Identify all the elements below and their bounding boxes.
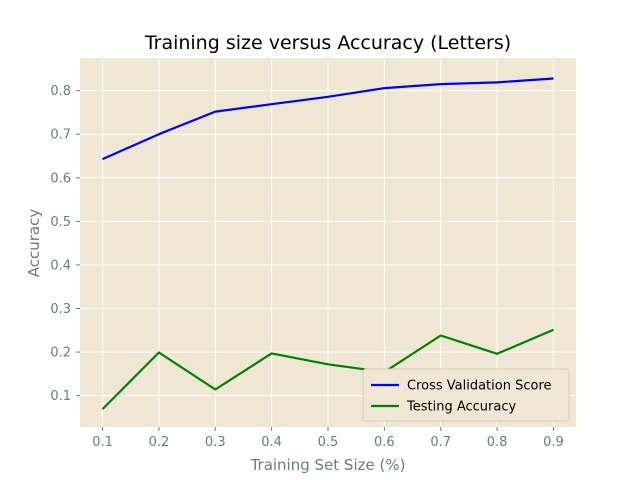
y-tick-label: 0.5 xyxy=(50,215,71,230)
x-tick-label: 0.8 xyxy=(487,435,508,450)
y-tick-label: 0.4 xyxy=(50,258,71,273)
x-tick-label: 0.1 xyxy=(92,435,113,450)
x-tick-label: 0.6 xyxy=(374,435,395,450)
x-axis-label: Training Set Size (%) xyxy=(250,456,406,474)
chart-title: Training size versus Accuracy (Letters) xyxy=(144,32,511,54)
y-tick-label: 0.1 xyxy=(50,389,71,404)
legend: Cross Validation Score Testing Accuracy xyxy=(362,368,570,422)
y-tick-label: 0.2 xyxy=(50,346,71,361)
x-axis-ticks: 0.1 0.2 0.3 0.4 0.5 0.6 0.7 0.8 0.9 xyxy=(92,427,564,450)
series-lines xyxy=(101,77,554,410)
legend-label: Cross Validation Score xyxy=(407,379,552,394)
x-tick-label: 0.5 xyxy=(318,435,339,450)
y-tick-label: 0.3 xyxy=(50,302,71,317)
x-tick-label: 0.9 xyxy=(543,435,564,450)
y-tick-label: 0.6 xyxy=(50,171,71,186)
y-axis-ticks: 0.1 0.2 0.3 0.4 0.5 0.6 0.7 0.8 xyxy=(50,84,80,404)
x-tick-label: 0.7 xyxy=(430,435,451,450)
legend-label: Testing Accuracy xyxy=(406,400,516,415)
x-tick-label: 0.2 xyxy=(149,435,170,450)
series-line-1 xyxy=(102,77,554,161)
x-tick-label: 0.3 xyxy=(205,435,226,450)
legend-box xyxy=(362,368,570,422)
x-tick-label: 0.4 xyxy=(261,435,282,450)
y-axis-label: Accuracy xyxy=(25,209,43,278)
y-tick-label: 0.7 xyxy=(50,128,71,143)
y-tick-label: 0.8 xyxy=(50,84,71,99)
series-line-2 xyxy=(101,328,554,410)
